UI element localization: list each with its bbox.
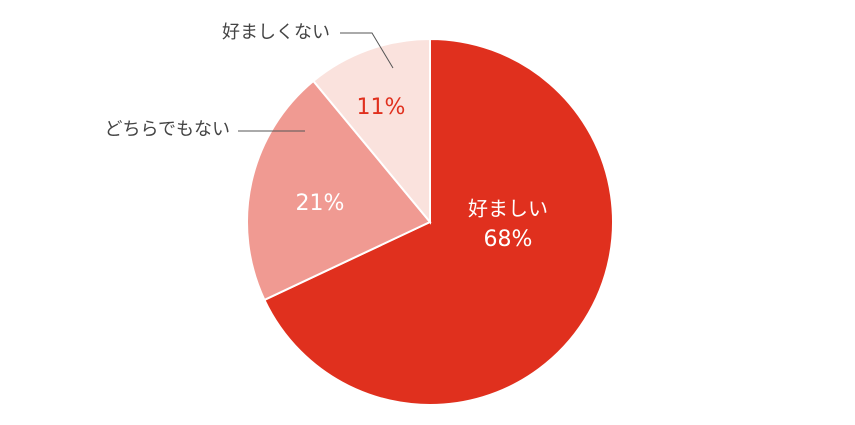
category-label: 好ましくない — [222, 22, 330, 43]
category-label: 好ましい — [468, 197, 548, 221]
pie-slice — [246, 79, 432, 302]
value-label: 68% — [484, 227, 533, 252]
leader-line — [340, 32, 394, 69]
pie-slice — [311, 37, 431, 225]
value-label: 21% — [296, 191, 345, 216]
value-label: 11% — [357, 95, 406, 120]
category-label: どちらでもない — [105, 119, 230, 140]
pie-slice — [263, 37, 614, 406]
